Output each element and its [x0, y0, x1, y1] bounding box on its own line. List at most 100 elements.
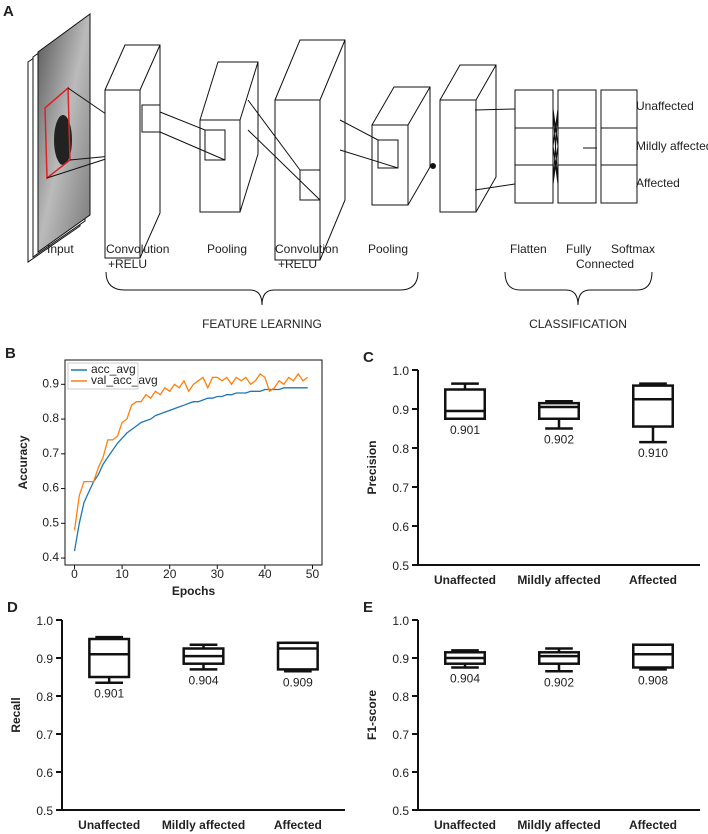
panel-label: D	[7, 599, 18, 616]
y-tick-label: 0.9	[36, 652, 53, 666]
box	[632, 384, 674, 428]
connector	[159, 99, 516, 201]
layer-label: Pooling	[368, 242, 408, 256]
x-tick-label: Affected	[629, 573, 677, 587]
y-tick-label: 0.9	[42, 376, 59, 390]
y-tick-label: 1.0	[392, 364, 409, 378]
value-label: 0.901	[450, 423, 480, 437]
x-tick-label: Affected	[629, 818, 677, 832]
y-tick-label: 0.8	[392, 690, 409, 704]
brace	[105, 271, 419, 306]
kernel	[141, 104, 161, 133]
brace	[504, 271, 653, 306]
y-axis-label: Accuracy	[16, 435, 30, 489]
y-axis-label: F1-score	[365, 690, 379, 740]
output-label: Mildly affected	[636, 139, 708, 153]
legend-label: acc_avg	[91, 362, 136, 376]
box	[88, 637, 131, 679]
layer-label: Convolution	[106, 242, 169, 256]
value-label: 0.902	[544, 433, 574, 447]
box	[444, 388, 486, 420]
layer-label: Pooling	[207, 242, 247, 256]
panel-label: C	[363, 349, 374, 366]
output-label: Affected	[636, 176, 680, 190]
x-tick-label: Unaffected	[434, 818, 496, 832]
layer-label: +RELU	[108, 257, 147, 271]
group-label: CLASSIFICATION	[529, 317, 627, 331]
lesion	[54, 115, 72, 165]
x-tick-label: 50	[306, 567, 320, 581]
x-axis-label: Epochs	[172, 584, 216, 598]
x-tick-label: 10	[115, 567, 129, 581]
connector	[46, 156, 113, 179]
x-tick-label: 20	[163, 567, 177, 581]
layer-label: +RELU	[278, 257, 317, 271]
layer-label: Connected	[576, 257, 634, 271]
feature-map	[274, 39, 346, 261]
y-tick-label: 0.5	[392, 559, 409, 573]
dot	[430, 163, 436, 169]
y-tick-label: 0.6	[36, 766, 53, 780]
plot-frame	[64, 359, 323, 566]
x-tick-label: Mildly affected	[162, 818, 245, 832]
legend-label: val_acc_avg	[91, 373, 158, 387]
y-tick-label: 0.5	[36, 804, 53, 818]
y-tick-label: 0.6	[392, 766, 409, 780]
y-tick-label: 1.0	[392, 614, 409, 628]
kernel	[204, 129, 226, 161]
layer-label: Flatten	[510, 242, 547, 256]
y-tick-label: 0.5	[392, 804, 409, 818]
y-tick-label: 0.7	[36, 728, 53, 742]
value-label: 0.908	[638, 673, 668, 687]
connections	[552, 108, 559, 185]
y-tick-label: 0.9	[392, 652, 409, 666]
series-line	[73, 372, 309, 531]
y-tick-label: 0.8	[42, 411, 59, 425]
layer-label: Convolution	[275, 242, 338, 256]
y-tick-label: 0.7	[392, 728, 409, 742]
layer-label: Fully	[566, 242, 591, 256]
value-label: 0.910	[638, 446, 668, 460]
group-label: FEATURE LEARNING	[202, 317, 322, 331]
layer-label: Input	[47, 242, 74, 256]
x-tick-label: Unaffected	[78, 818, 140, 832]
x-tick-label: Mildly affected	[517, 818, 600, 832]
feature-map	[104, 44, 161, 259]
box	[538, 651, 580, 665]
output-label: Unaffected	[636, 99, 694, 113]
value-label: 0.901	[94, 687, 124, 701]
dense-layer	[557, 89, 597, 204]
x-tick-label: Affected	[274, 818, 322, 832]
box	[632, 643, 674, 669]
feature-map	[439, 64, 497, 213]
box	[538, 401, 580, 420]
x-tick-label: Unaffected	[434, 573, 496, 587]
value-label: 0.904	[188, 673, 218, 687]
x-tick-label: 30	[211, 567, 225, 581]
kernel	[377, 139, 399, 169]
y-tick-label: 0.6	[392, 520, 409, 534]
kernel	[299, 169, 321, 201]
panel-label: E	[363, 599, 373, 616]
flatten-layer	[514, 89, 554, 204]
y-tick-label: 0.7	[392, 481, 409, 495]
y-tick-label: 0.6	[42, 481, 59, 495]
panel-label: A	[3, 3, 14, 20]
y-tick-label: 0.4	[42, 550, 59, 564]
x-tick-label: Mildly affected	[517, 573, 600, 587]
cnn-diagram	[27, 13, 653, 306]
value-label: 0.902	[544, 675, 574, 689]
layer-label: Softmax	[611, 242, 655, 256]
y-axis-label: Precision	[365, 440, 379, 494]
y-tick-label: 0.9	[392, 403, 409, 417]
y-tick-label: 1.0	[36, 614, 53, 628]
y-tick-label: 0.7	[42, 446, 59, 460]
value-label: 0.909	[283, 675, 313, 689]
x-tick-label: 0	[71, 567, 78, 581]
y-axis-label: Recall	[9, 697, 23, 732]
y-tick-label: 0.8	[392, 442, 409, 456]
box	[276, 641, 319, 671]
legend-frame	[67, 362, 139, 390]
softmax-layer	[600, 89, 638, 204]
